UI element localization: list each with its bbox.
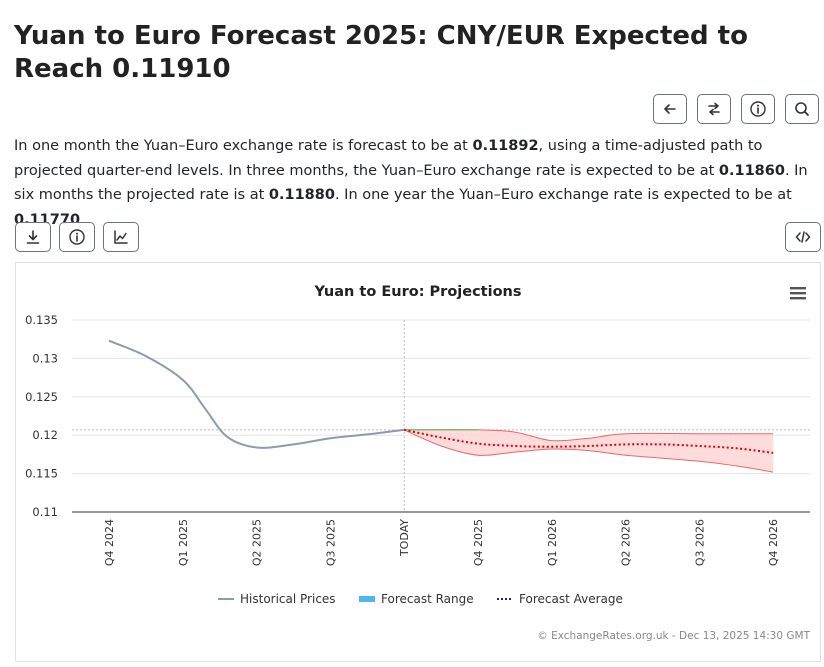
historical-prices-line	[108, 339, 405, 449]
forecast-description: In one month the Yuan–Euro exchange rate…	[14, 134, 818, 232]
legend-range-swatch	[359, 596, 375, 602]
chart-credit: © ExchangeRates.org.uk - Dec 13, 2025 14…	[537, 630, 810, 642]
forecast-range-layer	[403, 429, 774, 473]
x-tick-label: Q3 2026	[693, 519, 706, 566]
desc-text-3: . In six months the projected rate is at	[14, 162, 808, 204]
chart-title: Yuan to Euro: Projections	[313, 284, 521, 300]
search-button[interactable]	[785, 94, 819, 124]
x-tick-label: Q4 2024	[103, 519, 116, 566]
x-tick-label: Q1 2026	[546, 519, 559, 566]
swap-icon	[708, 102, 720, 116]
legend-forecast-average: Forecast Average	[497, 592, 623, 606]
chart-svg: Yuan to Euro: Projections 0.135 0.13 0.125…	[25, 283, 811, 642]
legend-historical-prices: Historical Prices	[218, 592, 336, 606]
legend-label: Forecast Range	[381, 592, 474, 606]
forecast-value-1-month: 0.11892	[472, 138, 539, 154]
legend-label: Historical Prices	[240, 592, 336, 606]
y-tick-label: 0.12	[32, 428, 58, 442]
chart-legend: Historical Prices Forecast Range Forecast …	[218, 592, 623, 606]
x-tick-label: Q1 2025	[177, 519, 190, 566]
grid-lines	[72, 319, 810, 512]
chart-container: Yuan to Euro: Projections 0.135 0.13 0.125…	[15, 262, 821, 662]
forecast-range-upper-line	[404, 429, 774, 442]
forecast-value-6-months: 0.11880	[268, 187, 335, 203]
chart-type-button[interactable]	[103, 222, 139, 252]
forecast-average-line	[403, 428, 774, 454]
desc-text-1: In one month the Yuan–Euro exchange rate…	[14, 138, 473, 154]
x-tick-label: Q4 2025	[472, 519, 485, 566]
swap-button[interactable]	[697, 94, 731, 124]
chart-menu-icon[interactable]	[787, 283, 809, 303]
chart-line-icon	[114, 230, 128, 244]
forecast-value-3-months: 0.11860	[718, 162, 785, 179]
forecast-range-lower-line	[403, 429, 774, 473]
code-icon	[795, 231, 811, 243]
back-button[interactable]	[653, 94, 687, 124]
x-tick-label: TODAY	[398, 519, 411, 557]
x-tick-label: Q2 2026	[620, 519, 633, 566]
x-tick-label: Q4 2026	[767, 519, 780, 566]
y-tick-label: 0.11	[32, 505, 58, 519]
desc-text-5: .	[80, 211, 85, 228]
info-icon	[69, 229, 85, 245]
arrow-left-icon	[664, 104, 676, 114]
chart-info-button[interactable]	[59, 222, 95, 252]
y-tick-label: 0.135	[25, 313, 58, 327]
page-title: Yuan to Euro Forecast 2025: CNY/EUR Expe…	[14, 21, 748, 84]
info-button[interactable]	[741, 94, 775, 124]
y-tick-label: 0.125	[25, 390, 58, 404]
forecast-range-area	[404, 429, 774, 473]
embed-code-button[interactable]	[785, 222, 821, 252]
y-tick-label: 0.13	[32, 351, 58, 365]
desc-text-4: . In one year the Yuan–Euro exchange rat…	[334, 187, 792, 203]
legend-label: Forecast Average	[519, 592, 623, 606]
x-tick-label: Q2 2025	[251, 519, 264, 566]
legend-forecast-range: Forecast Range	[359, 592, 474, 606]
y-tick-label: 0.115	[25, 467, 58, 481]
series-lines-layer	[108, 339, 774, 454]
download-button[interactable]	[15, 222, 51, 252]
download-icon	[26, 230, 40, 244]
x-tick-label: Q3 2025	[324, 519, 337, 566]
search-icon	[795, 102, 809, 116]
axes-layer: 0.135 0.13 0.125 0.12 0.115 0.11 Q4 2024 Q1 202…	[25, 313, 810, 566]
desc-text-2: , using a time-adjusted path to projecte…	[14, 138, 763, 179]
info-icon	[750, 101, 766, 117]
